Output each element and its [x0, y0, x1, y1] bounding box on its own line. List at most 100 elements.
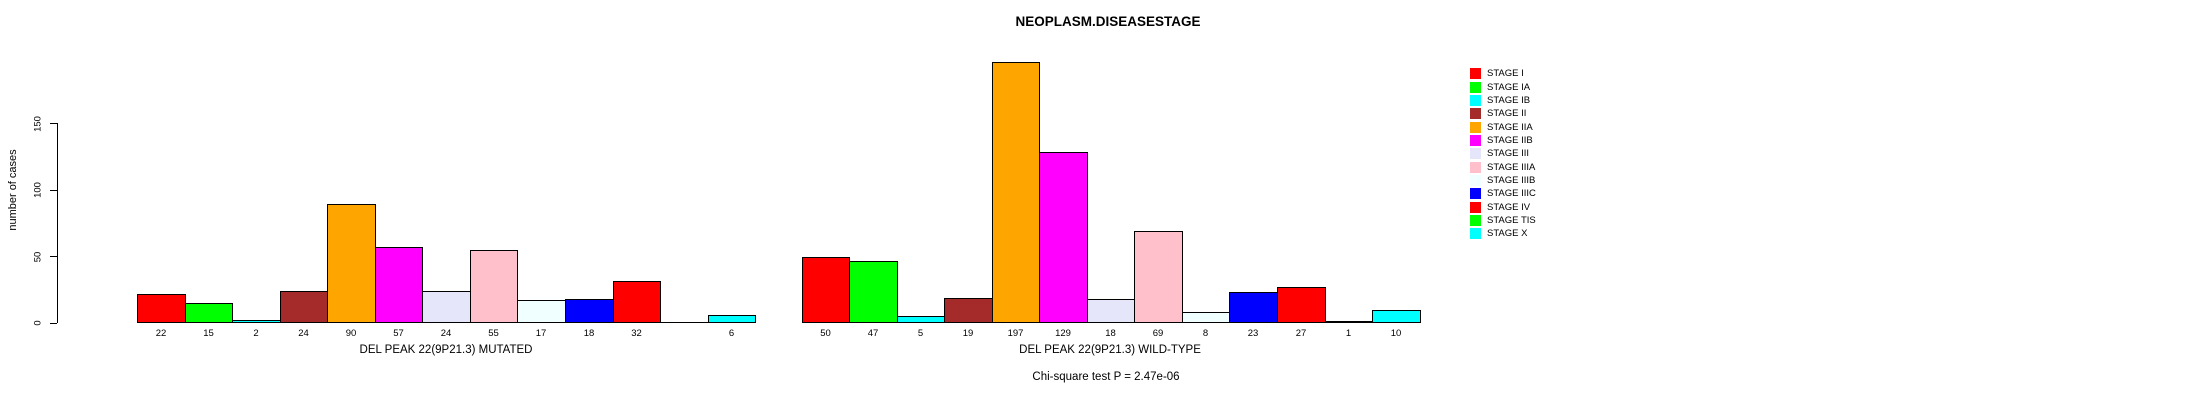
bar-stage-ii	[280, 291, 328, 323]
y-axis-tick-label: 150	[32, 116, 44, 132]
bar-value-label: 19	[962, 328, 974, 339]
bar-value-label: 8	[1202, 328, 1209, 339]
y-axis-tick	[50, 322, 57, 324]
bar-value-label: 24	[298, 328, 309, 339]
legend-item: STAGE IA	[1470, 80, 1536, 93]
bar-stage-i	[802, 257, 850, 323]
legend-label: STAGE X	[1487, 228, 1528, 240]
bar-value-label: 27	[1295, 328, 1307, 339]
x-axis-group-label-wildtype: DEL PEAK 22(9P21.3) WILD-TYPE	[1019, 344, 1201, 356]
y-axis-tick	[50, 256, 57, 258]
bar-value-label: 24	[440, 328, 452, 339]
bar-stage-iib	[375, 247, 423, 323]
bar-stage-iiia	[470, 250, 518, 323]
bar-stage-iv	[1277, 287, 1326, 323]
bar-stage-iv	[613, 281, 661, 323]
y-axis-tick-label: 50	[32, 251, 44, 262]
bar-value-label: 5	[917, 328, 924, 339]
bar-stage-iiib	[517, 300, 566, 323]
bar-value-label: 47	[867, 328, 879, 339]
bar-stage-iiic	[565, 299, 614, 323]
legend-label: STAGE IIIC	[1487, 188, 1536, 200]
legend-item: STAGE IB	[1470, 94, 1536, 107]
bar-value-label: 69	[1152, 328, 1164, 339]
bar-stage-x	[1372, 310, 1421, 323]
legend-swatch	[1470, 94, 1481, 106]
legend-swatch	[1470, 228, 1481, 240]
bar-value-label: 10	[1390, 328, 1402, 339]
chart-title: NEOPLASM.DISEASESTAGE	[1015, 14, 1201, 29]
legend-swatch	[1470, 148, 1481, 160]
legend-item: STAGE IIIA	[1470, 160, 1536, 173]
bar-stage-tis	[1325, 321, 1373, 323]
legend-swatch	[1470, 121, 1481, 133]
legend-item: STAGE IIA	[1470, 120, 1536, 133]
bar-value-label: 15	[203, 328, 214, 339]
legend-swatch	[1470, 68, 1481, 80]
legend-item: STAGE III	[1470, 147, 1536, 160]
bar-stage-x	[708, 315, 756, 323]
bar-stage-iiia	[1134, 231, 1183, 323]
legend: STAGE I STAGE IA STAGE IB STAGE II STAGE IIA…	[1470, 67, 1536, 240]
legend-swatch	[1470, 161, 1481, 173]
legend-label: STAGE IIB	[1487, 134, 1533, 146]
legend-swatch	[1470, 81, 1481, 93]
legend-label: STAGE IIIA	[1487, 161, 1536, 173]
legend-item: STAGE IV	[1470, 200, 1536, 213]
bar-value-label: 197	[1007, 328, 1024, 339]
legend-swatch	[1470, 201, 1481, 213]
legend-swatch	[1470, 134, 1481, 146]
y-axis-tick	[50, 189, 57, 191]
bar-value-label: 57	[393, 328, 404, 339]
legend-label: STAGE IA	[1487, 81, 1531, 93]
bar-stage-ii	[944, 298, 993, 323]
bar-stage-iiib	[1182, 312, 1230, 323]
legend-label: STAGE IIA	[1487, 121, 1533, 133]
y-axis-tick-label: 0	[32, 320, 44, 326]
bar-stage-ia	[185, 303, 233, 323]
legend-swatch	[1470, 188, 1481, 200]
legend-label: STAGE IB	[1487, 94, 1531, 106]
bar-value-label: 17	[535, 328, 547, 339]
bar-stage-iii	[422, 291, 471, 323]
chi-square-annotation: Chi-square test P = 2.47e-06	[1032, 371, 1180, 383]
legend-item: STAGE I	[1470, 67, 1536, 80]
legend-item: STAGE IIIB	[1470, 174, 1536, 187]
bar-stage-iii	[1087, 299, 1135, 323]
legend-label: STAGE III	[1487, 148, 1530, 160]
y-axis-line	[57, 123, 58, 323]
bar-stage-ib	[232, 320, 281, 323]
bar-value-label: 18	[1105, 328, 1116, 339]
legend-label: STAGE TIS	[1487, 214, 1536, 226]
legend-item: STAGE TIS	[1470, 214, 1536, 227]
legend-label: STAGE I	[1487, 68, 1524, 80]
legend-swatch	[1470, 174, 1481, 186]
legend-item: STAGE X	[1470, 227, 1536, 240]
bar-value-label: 129	[1055, 328, 1071, 339]
bar-stage-iia	[992, 62, 1040, 323]
bar-value-label: 6	[728, 328, 735, 339]
bar-value-label: 50	[820, 328, 831, 339]
bar-value-label: 2	[253, 328, 259, 339]
legend-label: STAGE IV	[1487, 201, 1531, 213]
bar-stage-iia	[327, 204, 376, 323]
bar-value-label: 32	[631, 328, 642, 339]
bar-stage-iiic	[1229, 292, 1278, 323]
bar-value-label: 22	[155, 328, 167, 339]
bar-value-label: 55	[488, 328, 499, 339]
legend-label: STAGE IIIB	[1487, 174, 1536, 186]
bar-value-label: 18	[583, 328, 595, 339]
y-axis-tick-label: 100	[32, 182, 44, 199]
legend-swatch	[1470, 214, 1481, 226]
bar-stage-ib	[897, 316, 945, 323]
bar-stage-ia	[849, 261, 898, 323]
legend-label: STAGE II	[1487, 108, 1527, 120]
bar-value-label: 90	[345, 328, 357, 339]
bar-value-label: 1	[1345, 328, 1352, 339]
bar-stage-tis	[660, 322, 709, 323]
legend-item: STAGE IIIC	[1470, 187, 1536, 200]
bar-value-label: 23	[1247, 328, 1259, 339]
legend-item: STAGE II	[1470, 107, 1536, 120]
